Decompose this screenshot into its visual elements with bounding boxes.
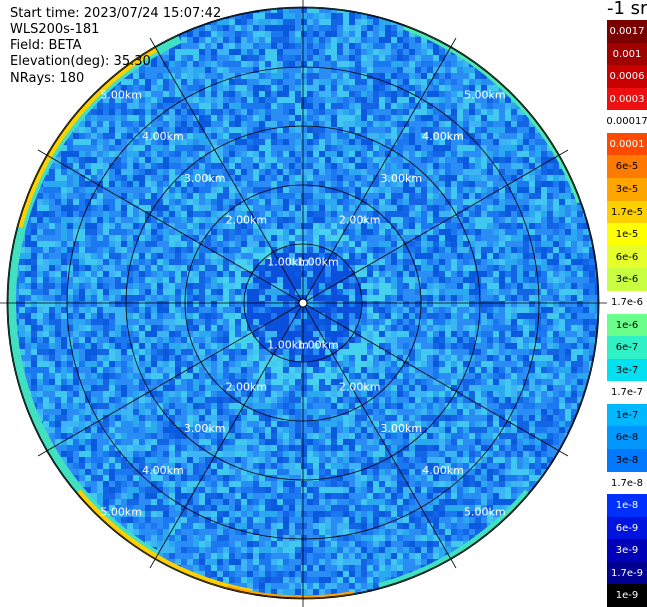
colorbar-level-label: 1.7e-8	[610, 477, 644, 489]
colorbar-level: 6e-6	[607, 245, 647, 269]
colorbar-unit-label: -1 sr	[607, 0, 647, 19]
range-ring-label: 5.00km	[100, 506, 142, 519]
colorbar-level-label: 3e-6	[615, 274, 639, 286]
colorbar-level: 3e-7	[607, 358, 647, 382]
colorbar-level: 1.7e-9	[607, 561, 647, 585]
colorbar-level-label: 3e-9	[615, 545, 639, 557]
elevation-label: Elevation(deg): 35.30	[10, 54, 151, 69]
colorbar-level: 6e-9	[607, 516, 647, 540]
colorbar-level: 3e-9	[607, 539, 647, 563]
range-ring-label: 2.00km	[339, 380, 381, 393]
colorbar-level: 0.0017	[607, 20, 647, 44]
colorbar-level-label: 1.7e-7	[610, 387, 644, 399]
polar-grid	[0, 0, 607, 607]
range-ring-label: 5.00km	[464, 88, 506, 101]
colorbar-level-label: 1e-8	[615, 500, 639, 512]
colorbar-level-label: 0.0003	[609, 93, 645, 105]
colorbar-level: 0.0003	[607, 87, 647, 111]
colorbar-level: 1e-9	[607, 584, 647, 607]
field-label: Field: BETA	[10, 38, 82, 53]
range-ring-label: 2.00km	[226, 214, 268, 227]
range-ring-label: 2.00km	[339, 214, 381, 227]
colorbar: 0.0017 0.001 0.0006 0.0003 0.00017 0.0001 6e-5…	[606, 20, 647, 607]
rim-arc	[402, 24, 582, 204]
instrument-label: WLS200s-181	[10, 22, 100, 37]
range-ring-label: 1.00km	[297, 339, 339, 352]
rim-arc	[15, 45, 158, 228]
range-ring-label: 4.00km	[422, 130, 464, 143]
start-time-label: Start time: 2023/07/24 15:07:42	[10, 6, 222, 21]
colorbar-level: 6e-5	[607, 155, 647, 179]
colorbar-level: 1.7e-5	[607, 200, 647, 224]
colorbar-level: 0.00017	[606, 110, 647, 134]
colorbar-level: 3e-6	[607, 268, 647, 292]
colorbar-level-label: 6e-7	[615, 342, 639, 354]
colorbar-level-label: 3e-7	[615, 364, 639, 376]
colorbar-level-label: 0.00017	[606, 116, 647, 128]
colorbar-level-label: 6e-5	[615, 161, 639, 173]
colorbar-level: 1e-8	[607, 494, 647, 518]
range-ring-label: 5.00km	[100, 88, 142, 101]
colorbar-level: 6e-8	[607, 426, 647, 450]
colorbar-level: 1e-7	[607, 403, 647, 427]
nrays-label: NRays: 180	[10, 71, 85, 86]
colorbar-level: 3e-8	[607, 448, 647, 473]
colorbar-level-label: 3e-8	[615, 454, 639, 466]
colorbar-level-label: 1e-9	[615, 590, 639, 602]
range-ring-label: 3.00km	[184, 172, 226, 185]
colorbar-level-label: 1.7e-5	[610, 206, 644, 218]
range-ring-label: 1.00km	[267, 339, 309, 352]
range-ring-label: 4.00km	[142, 464, 184, 477]
range-ring-label: 4.00km	[422, 464, 464, 477]
radar-origin	[298, 298, 308, 308]
backscatter-field	[7, 7, 599, 599]
range-ring-label: 3.00km	[184, 422, 226, 435]
colorbar-level: 1e-6	[607, 313, 647, 337]
colorbar-level: 1.7e-6	[607, 290, 647, 314]
colorbar-level: 1.7e-7	[607, 381, 647, 405]
range-ring-label: 3.00km	[381, 422, 423, 435]
colorbar-level-label: 0.001	[612, 48, 642, 60]
range-ring-label: 3.00km	[381, 172, 423, 185]
colorbar-level-label: 0.0017	[609, 26, 645, 38]
colorbar-level: 1.7e-8	[607, 471, 647, 495]
colorbar-level-label: 0.0006	[609, 71, 645, 83]
range-ring-label: 1.00km	[297, 255, 339, 268]
colorbar-level-label: 1e-7	[615, 409, 639, 421]
colorbar-level-label: 1e-6	[615, 319, 639, 331]
colorbar-level-label: 1e-5	[615, 229, 639, 241]
colorbar-level: 0.0006	[607, 65, 647, 89]
range-ring-label: 2.00km	[226, 380, 268, 393]
range-ring-label: 5.00km	[464, 506, 506, 519]
colorbar-level-label: 1.7e-9	[610, 567, 644, 579]
colorbar-level-label: 6e-9	[615, 522, 639, 534]
colorbar-level-label: 6e-6	[615, 251, 639, 263]
range-ring-label: 1.00km	[267, 255, 309, 268]
colorbar-level-label: 1.7e-6	[610, 296, 644, 308]
range-ring-label: 4.00km	[142, 130, 184, 143]
colorbar-level-label: 6e-8	[615, 432, 639, 444]
colorbar-level: 0.0001	[607, 132, 647, 156]
colorbar-level: 3e-5	[607, 178, 647, 202]
colorbar-level: 0.001	[607, 42, 647, 66]
colorbar-level-label: 0.0001	[609, 138, 645, 150]
rim-arc	[378, 489, 530, 589]
colorbar-level: 1e-5	[607, 223, 647, 247]
colorbar-level-label: 3e-5	[615, 184, 639, 196]
colorbar-level: 6e-7	[607, 336, 647, 360]
